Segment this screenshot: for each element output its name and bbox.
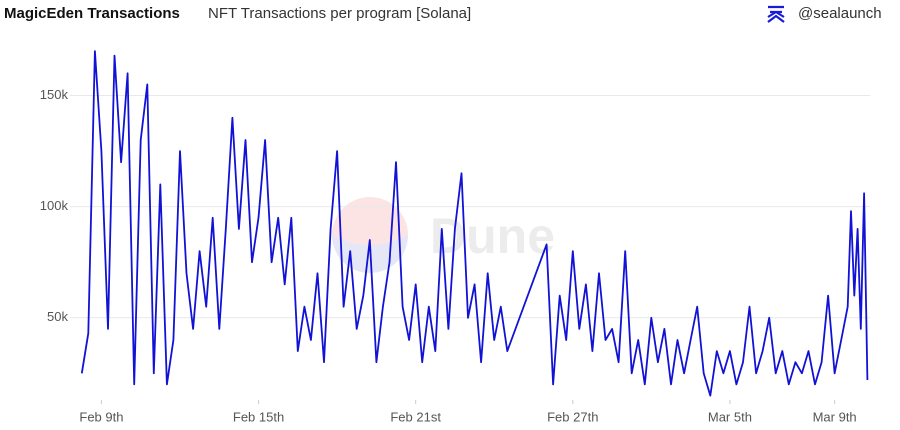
x-tick-label: Mar 5th [708, 409, 752, 424]
watermark-text: Dune [430, 208, 555, 264]
y-tick-label: 150k [40, 87, 69, 102]
y-tick-label: 50k [47, 309, 68, 324]
x-tick-label: Mar 9th [813, 409, 857, 424]
chart-title: MagicEden Transactions [4, 5, 180, 22]
x-tick-label: Feb 21st [390, 409, 441, 424]
brand-icon [767, 5, 785, 23]
handle[interactable]: @sealaunch [798, 5, 882, 22]
x-tick-label: Feb 27th [547, 409, 598, 424]
x-tick-label: Feb 9th [79, 409, 123, 424]
x-tick-label: Feb 15th [233, 409, 284, 424]
chart-subtitle: NFT Transactions per program [Solana] [208, 5, 471, 22]
y-tick-label: 100k [40, 198, 69, 213]
data-line [80, 50, 869, 397]
